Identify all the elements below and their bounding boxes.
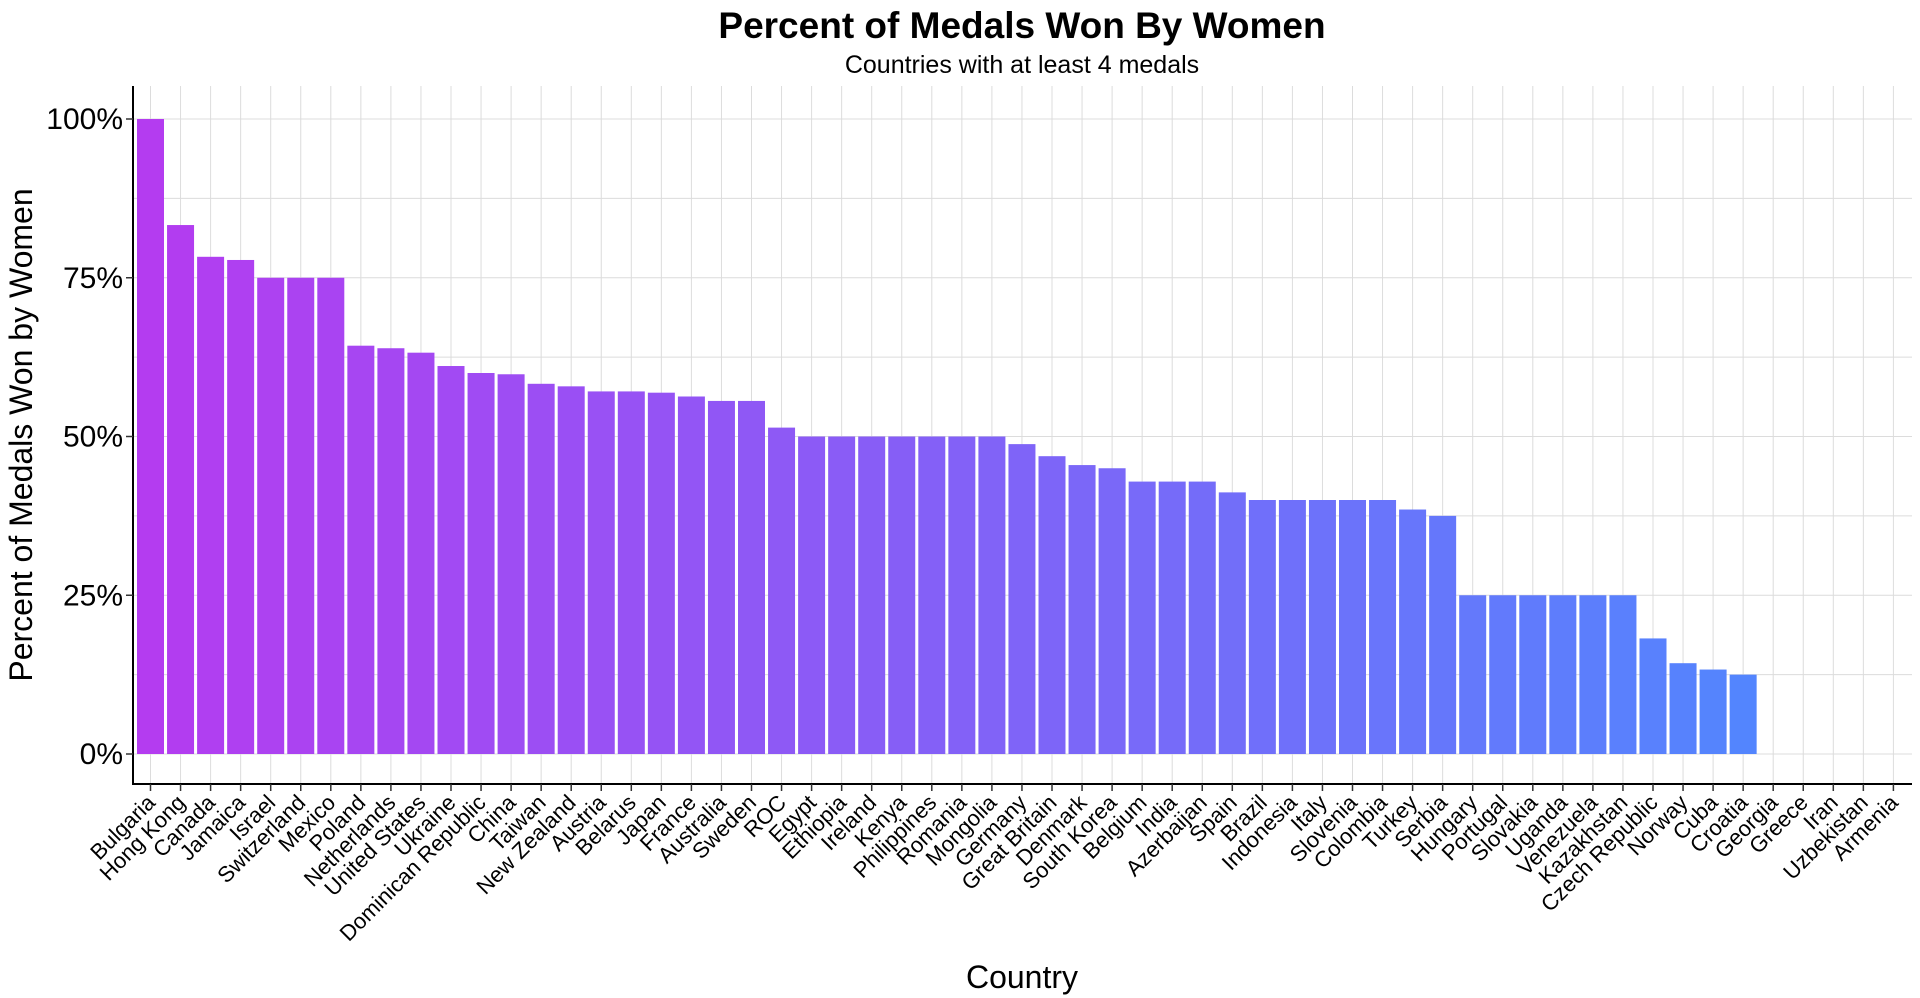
bar-egypt	[798, 436, 826, 754]
bar-switzerland	[287, 277, 315, 754]
x-axis-title: Country	[966, 959, 1078, 995]
y-tick-label: 25%	[63, 579, 123, 612]
bar-belarus	[617, 391, 645, 754]
bar-dominican-republic	[467, 373, 495, 754]
bar-czech-republic	[1639, 638, 1667, 754]
bars	[137, 119, 1757, 755]
bar-kenya	[888, 436, 916, 754]
bar-slovenia	[1339, 500, 1366, 754]
y-tick-label: 75%	[63, 262, 123, 295]
bar-germany	[1008, 444, 1036, 754]
bar-ukraine	[437, 366, 465, 754]
bar-serbia	[1429, 515, 1457, 754]
bar-belgium	[1128, 481, 1156, 754]
bar-roc	[768, 427, 796, 754]
bar-brazil	[1248, 500, 1276, 754]
bar-denmark	[1068, 465, 1096, 754]
bar-hong-kong	[167, 225, 195, 755]
bar-kazakhstan	[1609, 595, 1637, 754]
bar-united-states	[407, 352, 435, 754]
bar-colombia	[1369, 500, 1397, 754]
y-tick-label: 50%	[63, 421, 123, 454]
chart-title: Percent of Medals Won By Women	[718, 5, 1325, 46]
y-axis-title: Percent of Medals Won by Women	[3, 188, 39, 681]
bar-france	[677, 396, 705, 754]
bar-norway	[1669, 663, 1697, 754]
bar-taiwan	[527, 383, 555, 754]
bar-azerbaijan	[1188, 481, 1216, 754]
bar-portugal	[1489, 595, 1517, 754]
bar-jamaica	[227, 259, 255, 754]
bar-philippines	[918, 436, 946, 754]
bar-austria	[587, 391, 615, 754]
bar-australia	[707, 400, 735, 754]
bar-poland	[347, 345, 375, 754]
bar-mongolia	[978, 436, 1006, 754]
y-tick-label: 100%	[46, 103, 123, 136]
bar-romania	[948, 436, 976, 754]
y-tick-label: 0%	[80, 738, 123, 771]
bar-south-korea	[1098, 468, 1126, 754]
bar-croatia	[1729, 674, 1757, 754]
bar-spain	[1218, 492, 1246, 754]
bar-ethiopia	[828, 436, 856, 754]
bar-slovakia	[1519, 595, 1547, 754]
bar-japan	[647, 392, 675, 754]
bar-cuba	[1699, 669, 1727, 754]
bar-turkey	[1399, 509, 1427, 754]
y-ticks: 0% 25% 50% 75% 100%	[46, 103, 133, 771]
bar-mexico	[317, 277, 345, 754]
bar-ireland	[858, 436, 886, 754]
bar-venezuela	[1579, 595, 1607, 754]
bar-hungary	[1459, 595, 1487, 754]
bar-sweden	[738, 400, 765, 754]
bar-bulgaria	[137, 119, 164, 754]
bar-india	[1158, 481, 1186, 754]
bar-uganda	[1549, 595, 1577, 754]
bar-canada	[197, 256, 225, 754]
bar-israel	[257, 277, 285, 754]
bar-italy	[1308, 500, 1336, 754]
bar-netherlands	[377, 348, 405, 754]
bar-indonesia	[1278, 500, 1306, 754]
bar-great-britain	[1038, 456, 1066, 754]
bar-china	[497, 374, 525, 754]
chart-subtitle: Countries with at least 4 medals	[845, 51, 1199, 79]
bar-new-zealand	[557, 386, 585, 754]
